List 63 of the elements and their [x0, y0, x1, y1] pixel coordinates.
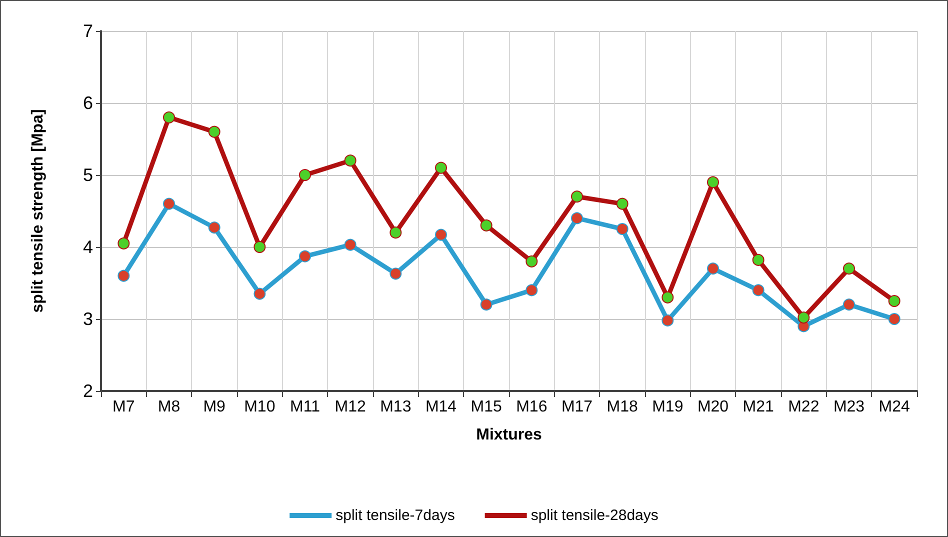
point: [752, 254, 764, 266]
point: [344, 238, 356, 251]
legend-label: split tensile-7days: [336, 507, 455, 524]
x-tick-label: M7: [112, 398, 135, 416]
point: [344, 154, 356, 167]
x-tick-label: M21: [742, 398, 774, 416]
point: [526, 284, 538, 296]
point: [707, 176, 719, 188]
point: [662, 314, 674, 326]
point: [435, 228, 447, 241]
x-tick-label: M18: [606, 398, 638, 416]
point: [254, 288, 266, 300]
point: [163, 111, 175, 124]
legend-label: split tensile-28days: [530, 507, 658, 524]
point: [208, 126, 220, 138]
point: [118, 237, 130, 250]
point: [888, 313, 900, 325]
point: [390, 226, 402, 239]
point: [435, 162, 447, 174]
point: [707, 262, 719, 275]
point: [752, 284, 764, 296]
point: [616, 198, 628, 210]
y-tick-label: 6: [82, 93, 93, 113]
point: [208, 222, 220, 234]
x-tick-label: M24: [878, 398, 910, 416]
x-tick-label: M10: [244, 398, 276, 416]
x-tick-label: M19: [652, 398, 684, 416]
point: [254, 241, 266, 253]
x-tick-label: M17: [561, 398, 593, 416]
point: [616, 223, 628, 235]
point: [299, 250, 311, 262]
x-tick-label: M11: [290, 398, 320, 416]
x-tick-label: M13: [380, 398, 412, 416]
y-tick-label: 4: [82, 237, 93, 257]
point: [480, 219, 492, 232]
x-tick-label: M22: [788, 398, 820, 416]
point: [798, 312, 810, 324]
point: [390, 268, 402, 280]
x-tick-label: M8: [158, 398, 180, 416]
y-tick-label: 7: [82, 21, 93, 41]
point: [163, 198, 175, 210]
x-tick-label: M12: [334, 398, 366, 416]
x-tick-label: M20: [697, 398, 729, 416]
x-tick-label: M9: [203, 398, 226, 416]
y-axis-title: split tensile strength [Mpa]: [30, 109, 46, 313]
point: [888, 295, 900, 307]
point: [843, 262, 855, 275]
y-tick-label: 5: [82, 165, 93, 185]
point: [843, 298, 855, 311]
y-tick-label: 2: [82, 381, 93, 401]
x-tick-label: M23: [833, 398, 865, 416]
point: [480, 298, 492, 311]
point: [571, 212, 583, 224]
point: [299, 169, 311, 181]
x-axis-title: Mixtures: [476, 426, 542, 444]
point: [662, 291, 674, 304]
y-tick-label: 3: [82, 309, 93, 329]
x-tick-label: M16: [516, 398, 548, 416]
point: [571, 190, 583, 203]
x-tick-label: M15: [470, 398, 502, 416]
x-tick-label: M14: [425, 398, 457, 416]
point: [526, 255, 538, 268]
point: [118, 270, 130, 282]
